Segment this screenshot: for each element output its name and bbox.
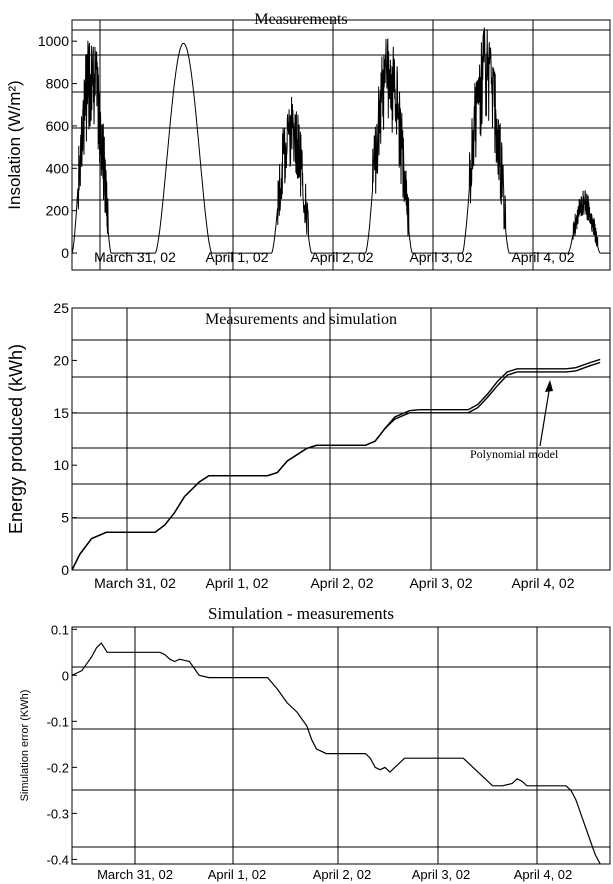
plot-frame bbox=[71, 307, 611, 571]
panel-2 bbox=[71, 307, 611, 571]
x-tick-label: April 3, 02 bbox=[409, 249, 472, 265]
y-axis-label: Simulation error (KWh) bbox=[19, 690, 31, 802]
y-tick-label: 10 bbox=[53, 457, 69, 473]
x-tick-label: April 3, 02 bbox=[412, 867, 471, 882]
x-tick-label: April 3, 02 bbox=[409, 575, 472, 591]
panel-1 bbox=[71, 19, 611, 271]
y-tick-label: 400 bbox=[46, 160, 70, 176]
x-tick-label: March 31, 02 bbox=[94, 249, 176, 265]
x-tick-label: April 2, 02 bbox=[310, 249, 373, 265]
x-tick-label: March 31, 02 bbox=[97, 867, 173, 882]
y-tick-label: 0 bbox=[62, 668, 69, 683]
series-line-insolation bbox=[72, 27, 610, 254]
y-tick-label: -0.1 bbox=[47, 714, 69, 729]
annotation-label: Polynomial model bbox=[470, 447, 559, 461]
y-axis-label: Insolation (W/m²) bbox=[5, 80, 24, 209]
series-line-2 bbox=[72, 361, 601, 570]
chart-title: Simulation - measurements bbox=[208, 604, 394, 623]
chart-title: Measurements bbox=[254, 11, 347, 28]
y-tick-label: 800 bbox=[46, 76, 70, 92]
y-tick-label: 15 bbox=[53, 405, 69, 421]
series-line-1 bbox=[72, 642, 601, 864]
series-line-1 bbox=[72, 358, 601, 570]
y-tick-label: 0 bbox=[61, 245, 69, 261]
y-tick-label: 200 bbox=[46, 203, 70, 219]
plot-frame bbox=[71, 19, 611, 271]
plot-frame bbox=[71, 626, 611, 865]
y-axis-label: Energy produced (kWh) bbox=[6, 344, 26, 534]
y-tick-label: -0.3 bbox=[47, 806, 69, 821]
panel-3 bbox=[71, 626, 611, 865]
x-tick-label: April 1, 02 bbox=[208, 867, 267, 882]
x-tick-label: April 4, 02 bbox=[514, 867, 573, 882]
chart-title: Measurements and simulation bbox=[205, 311, 397, 328]
y-tick-label: 0.1 bbox=[51, 622, 69, 637]
annotation-arrowhead bbox=[545, 380, 553, 392]
y-tick-label: 20 bbox=[53, 352, 69, 368]
annotation-arrow bbox=[539, 384, 551, 447]
y-tick-label: 5 bbox=[61, 510, 69, 526]
y-tick-label: 25 bbox=[53, 300, 69, 316]
y-tick-label: 0 bbox=[61, 562, 69, 578]
x-tick-label: April 2, 02 bbox=[313, 867, 372, 882]
x-tick-label: April 4, 02 bbox=[511, 575, 574, 591]
y-tick-label: -0.2 bbox=[47, 760, 69, 775]
x-tick-label: April 1, 02 bbox=[205, 575, 268, 591]
x-tick-label: March 31, 02 bbox=[94, 575, 176, 591]
y-tick-label: -0.4 bbox=[47, 852, 69, 867]
y-tick-label: 1000 bbox=[38, 33, 69, 49]
x-tick-label: April 4, 02 bbox=[511, 249, 574, 265]
x-tick-label: April 1, 02 bbox=[205, 249, 268, 265]
x-tick-label: April 2, 02 bbox=[310, 575, 373, 591]
y-tick-label: 600 bbox=[46, 118, 70, 134]
